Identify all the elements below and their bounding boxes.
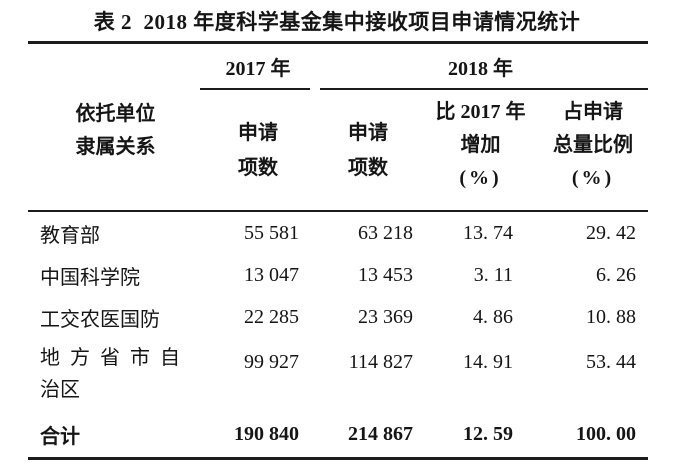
apps-2018-cell: 214 867: [348, 423, 413, 445]
org-cell: 教育部: [40, 224, 100, 247]
header-share-of-total: 占申请 总量比例 (%): [553, 101, 633, 189]
apps-2018-cell: 114 827: [348, 351, 413, 373]
share-cell: 6. 26: [596, 263, 636, 286]
org-cell: 合计: [40, 426, 80, 448]
header-group-2017: 2017 年: [225, 57, 291, 80]
org-cell: 地方省市自 治区: [40, 347, 190, 401]
org-cell: 中国科学院: [40, 266, 140, 289]
apps-2017-cell: 99 927: [244, 351, 299, 373]
table-row: 中国科学院 13 047 13 453 3. 11 6. 26: [28, 254, 648, 296]
underline-2017: [200, 88, 310, 90]
org-cell: 工交农医国防: [40, 308, 160, 331]
underline-2018: [320, 88, 648, 90]
table-header-rule: [28, 210, 648, 212]
header-group-underlines: [28, 88, 648, 90]
increase-cell: 3. 11: [473, 263, 513, 286]
statistics-table: 2017 年 2018 年 依托单位 隶属关系 申请 项数 申请 项数 比 2017 …: [28, 41, 648, 460]
table-body: 教育部 55 581 63 218 13. 74 29. 42 中国科学院 13…: [28, 212, 648, 457]
header-apps-2018: 申请 项数: [348, 122, 388, 179]
table-row: 教育部 55 581 63 218 13. 74 29. 42: [28, 212, 648, 254]
increase-cell: 4. 86: [473, 305, 513, 328]
table-row: 工交农医国防 22 285 23 369 4. 86 10. 88: [28, 296, 648, 338]
share-cell: 10. 88: [586, 305, 636, 328]
share-cell: 100. 00: [576, 423, 636, 445]
increase-cell: 14. 91: [463, 351, 513, 373]
table-row: 地方省市自 治区 99 927 114 827 14. 91 53. 44: [28, 338, 648, 412]
apps-2017-cell: 55 581: [244, 221, 299, 244]
apps-2017-cell: 190 840: [234, 423, 299, 445]
apps-2017-cell: 22 285: [244, 305, 299, 328]
increase-cell: 12. 59: [463, 423, 513, 445]
page: { "title": "表 2 2018 年度科学基金集中接收项目申请情况统计"…: [0, 7, 674, 471]
apps-2018-cell: 63 218: [358, 221, 413, 244]
table-row: 合计 190 840 214 867 12. 59 100. 00: [28, 412, 648, 457]
table-header-group-row: 2017 年 2018 年: [28, 44, 648, 88]
apps-2017-cell: 13 047: [244, 263, 299, 286]
table-bottom-rule: [28, 457, 648, 460]
header-group-2018: 2018 年: [448, 57, 513, 80]
share-cell: 29. 42: [586, 221, 636, 244]
header-apps-2017: 申请 项数: [238, 122, 278, 179]
table-top-rule: [28, 41, 648, 44]
increase-cell: 13. 74: [463, 221, 513, 244]
apps-2018-cell: 13 453: [358, 263, 413, 286]
table-title: 表 2 2018 年度科学基金集中接收项目申请情况统计: [93, 10, 581, 34]
table-header-row: 依托单位 隶属关系 申请 项数 申请 项数 比 2017 年增加 (%) 占申请 总量比例…: [28, 90, 648, 210]
header-org-affiliation: 依托单位 隶属关系: [75, 103, 156, 158]
header-increase-vs-2017: 比 2017 年增加 (%): [435, 101, 526, 189]
apps-2018-cell: 23 369: [358, 305, 413, 328]
share-cell: 53. 44: [586, 351, 636, 373]
